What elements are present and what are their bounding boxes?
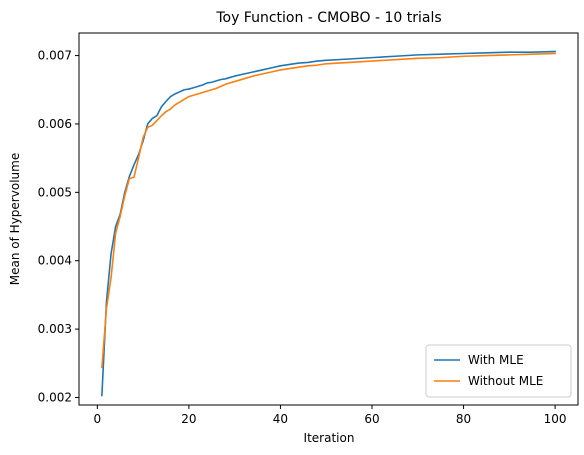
axes-frame — [78, 32, 579, 406]
y-tick-label: 0.005 — [38, 185, 72, 199]
x-axis-label: Iteration — [304, 431, 355, 445]
y-tick-label: 0.003 — [38, 322, 72, 336]
legend-label-1: With MLE — [468, 353, 524, 367]
x-tick-label: 40 — [273, 412, 288, 426]
x-tick-label: 0 — [93, 412, 101, 426]
y-tick-label: 0.007 — [38, 49, 72, 63]
y-tick-label: 0.002 — [38, 390, 72, 404]
series-line-2 — [101, 52, 556, 369]
x-tick-label: 100 — [544, 412, 567, 426]
plot-area: 0 20 40 60 80 100 0.002 0.003 0.004 0.005 0.006 0.0… — [38, 32, 579, 426]
legend-label-2: Without MLE — [468, 374, 543, 388]
chart-title: Toy Function - CMOBO - 10 trials — [215, 10, 441, 26]
legend: With MLE Without MLE — [425, 344, 572, 398]
x-tick-label: 60 — [364, 412, 379, 426]
x-tick-label: 80 — [456, 412, 471, 426]
y-tick-label: 0.006 — [38, 117, 72, 131]
legend-box — [425, 344, 572, 398]
x-tick-label: 20 — [181, 412, 196, 426]
y-tick-label: 0.004 — [38, 254, 72, 268]
y-axis-label: Mean of Hypervolume — [8, 153, 22, 285]
